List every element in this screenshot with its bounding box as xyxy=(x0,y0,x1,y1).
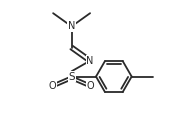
Text: N: N xyxy=(68,21,75,31)
Text: O: O xyxy=(49,81,56,91)
Text: S: S xyxy=(68,72,75,82)
Text: O: O xyxy=(87,81,94,91)
Text: N: N xyxy=(86,56,94,66)
